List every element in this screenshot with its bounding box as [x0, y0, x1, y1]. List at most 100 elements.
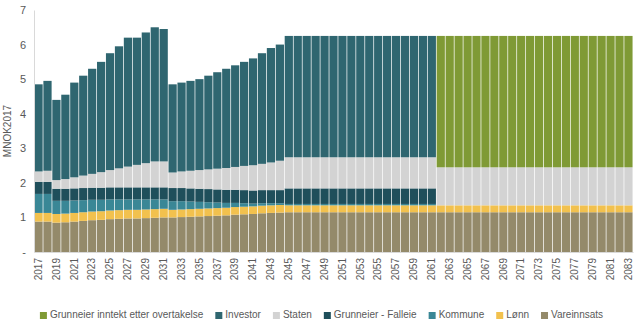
- bar: [562, 167, 570, 205]
- bar: [472, 167, 480, 205]
- bar: [177, 217, 185, 252]
- legend-swatch: [541, 312, 548, 319]
- bar: [294, 36, 302, 157]
- bar: [544, 36, 552, 167]
- bar: [186, 81, 194, 171]
- legend-swatch: [273, 312, 280, 319]
- x-tick: 2049: [319, 252, 330, 280]
- bars: [34, 27, 632, 252]
- bar: [177, 83, 185, 172]
- bar: [276, 203, 284, 205]
- bar: [249, 58, 257, 165]
- x-tick-label: 2061: [426, 258, 437, 281]
- bar: [70, 213, 78, 222]
- bar: [383, 205, 391, 212]
- bar: [589, 212, 597, 252]
- bar: [160, 29, 168, 161]
- bar: [320, 188, 328, 204]
- y-tick: 3: [20, 142, 34, 154]
- bar: [186, 202, 194, 210]
- x-tick: 2075: [551, 252, 562, 280]
- x-tick: 2019: [51, 252, 62, 280]
- y-tick-label: 7: [20, 4, 26, 16]
- bar: [329, 204, 337, 205]
- bar: [419, 212, 427, 252]
- legend-label: Kommune: [439, 309, 485, 320]
- bar: [347, 35, 355, 36]
- bar: [186, 171, 194, 189]
- legend-label: Staten: [283, 309, 312, 320]
- x-tick-label: 2051: [337, 258, 348, 281]
- bar: [338, 36, 346, 157]
- bar: [437, 167, 445, 205]
- bar: [356, 212, 364, 252]
- bar: [231, 215, 239, 252]
- bar: [517, 36, 525, 167]
- bar: [79, 188, 87, 200]
- bar: [571, 205, 579, 212]
- bar: [267, 48, 275, 49]
- x-tick: 2055: [372, 252, 383, 280]
- bar: [624, 212, 632, 252]
- x-axis-line: [35, 252, 634, 253]
- bar: [186, 209, 194, 217]
- bar: [222, 203, 230, 208]
- bar: [598, 205, 606, 212]
- y-tick: 7: [20, 4, 34, 16]
- bar: [204, 169, 212, 189]
- x-tick: 2069: [498, 252, 509, 280]
- bar: [151, 27, 159, 161]
- bar: [276, 161, 284, 190]
- bar: [329, 212, 337, 252]
- bar: [222, 208, 230, 216]
- x-tick: 2077: [569, 252, 580, 280]
- bar: [535, 205, 543, 212]
- bar: [589, 36, 597, 167]
- bar: [195, 202, 203, 209]
- bar: [204, 208, 212, 216]
- bar: [249, 58, 257, 59]
- bar: [97, 172, 105, 188]
- bar: [177, 209, 185, 217]
- legend-swatch: [429, 312, 436, 319]
- bar: [79, 76, 87, 176]
- bar: [374, 205, 382, 212]
- x-tick: 2041: [247, 252, 258, 280]
- bar: [222, 215, 230, 252]
- x-tick: 2071: [515, 252, 526, 280]
- bar: [115, 46, 123, 47]
- bar: [240, 207, 248, 215]
- legend-label: Grunneier - Falleie: [334, 309, 417, 320]
- y-tick: 5: [20, 73, 34, 85]
- bar: [410, 212, 418, 252]
- bar: [571, 36, 579, 167]
- bar: [312, 212, 320, 252]
- bar: [428, 204, 436, 205]
- x-tick-label: 2071: [515, 258, 526, 281]
- bar: [160, 187, 168, 199]
- bar: [338, 157, 346, 188]
- bar: [34, 182, 42, 194]
- bar: [499, 205, 507, 212]
- bar: [428, 205, 436, 212]
- legend-item: Grunneier - Falleie: [324, 309, 417, 320]
- bar: [553, 167, 561, 205]
- bar: [231, 167, 239, 190]
- bar: [276, 45, 284, 161]
- x-tick: 2065: [462, 252, 473, 280]
- bar: [276, 205, 284, 213]
- bar: [267, 205, 275, 213]
- bar: [34, 194, 42, 213]
- bar: [258, 206, 266, 214]
- bar: [115, 199, 123, 210]
- bar: [303, 36, 311, 157]
- bar: [481, 167, 489, 205]
- bar: [79, 75, 87, 76]
- bar: [312, 204, 320, 205]
- bar: [258, 164, 266, 190]
- bar: [294, 188, 302, 204]
- bar: [580, 167, 588, 205]
- bar: [151, 209, 159, 218]
- bar: [249, 190, 257, 203]
- bar: [249, 204, 257, 207]
